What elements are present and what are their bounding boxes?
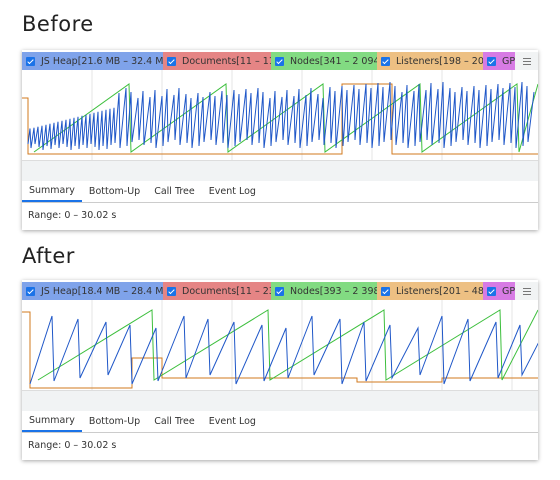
- js-heap-line: [29, 315, 538, 385]
- counter-legend: JS Heap[21.6 MB – 32.4 MB] Documents[11 –…: [22, 52, 538, 70]
- counter-chip[interactable]: Listeners[198 – 202]: [377, 52, 483, 70]
- menu-button[interactable]: [515, 282, 538, 300]
- tab[interactable]: Bottom-Up: [88, 416, 141, 427]
- tab[interactable]: Event Log: [208, 186, 256, 197]
- checkbox[interactable]: [26, 286, 35, 296]
- timeline-panel: JS Heap[21.6 MB – 32.4 MB] Documents[11 –…: [22, 50, 538, 230]
- counter-chip[interactable]: Listeners[201 – 482]: [377, 282, 483, 300]
- checkbox[interactable]: [26, 56, 35, 66]
- menu-bar: [522, 60, 531, 62]
- nodes-line: [33, 83, 538, 153]
- tab[interactable]: Call Tree: [154, 186, 195, 197]
- counter-label: Documents[11 – 11]: [182, 55, 271, 67]
- counter-label: JS Heap[21.6 MB – 32.4 MB]: [41, 55, 163, 67]
- checkbox[interactable]: [167, 56, 176, 66]
- listeners-line: [22, 83, 538, 155]
- js-heap-line: [27, 81, 535, 151]
- checkbox[interactable]: [381, 286, 390, 296]
- counter-label: Documents[11 – 23]: [182, 285, 271, 297]
- overview-band: [22, 390, 538, 411]
- counter-label: Nodes[393 – 2 398]: [290, 285, 377, 297]
- menu-bar: [522, 63, 531, 65]
- counter-chip[interactable]: GP: [483, 282, 515, 300]
- counter-label: Nodes[341 – 2 094]: [290, 55, 377, 67]
- detail-tabs: Summary Bottom-Up Call Tree Event Log: [22, 181, 538, 203]
- counter-label: Listeners[201 – 482]: [396, 285, 483, 297]
- counter-label: Listeners[198 – 202]: [396, 55, 483, 67]
- menu-bar: [522, 290, 531, 292]
- menu-bar: [522, 57, 531, 59]
- counter-label: JS Heap[18.4 MB – 28.4 MB]: [41, 285, 163, 297]
- counter-chip[interactable]: Documents[11 – 11]: [163, 52, 271, 70]
- counter-chip[interactable]: Nodes[393 – 2 398]: [271, 282, 377, 300]
- listeners-line: [22, 311, 538, 389]
- checkbox[interactable]: [167, 286, 176, 296]
- checkbox[interactable]: [275, 56, 284, 66]
- tab[interactable]: Summary: [22, 181, 82, 202]
- menu-bar: [522, 293, 531, 295]
- counter-graph: [22, 70, 538, 160]
- nodes-line: [37, 309, 538, 381]
- range-text: Range: 0 – 30.02 s: [28, 440, 117, 451]
- counter-label: GP: [502, 55, 515, 67]
- checkbox[interactable]: [381, 56, 390, 66]
- detail-tabs: Summary Bottom-Up Call Tree Event Log: [22, 411, 538, 433]
- menu-bar: [522, 287, 531, 289]
- counter-chip[interactable]: GP: [483, 52, 515, 70]
- counter-chip[interactable]: Nodes[341 – 2 094]: [271, 52, 377, 70]
- checkbox[interactable]: [487, 286, 496, 296]
- counter-chip[interactable]: JS Heap[18.4 MB – 28.4 MB]: [22, 282, 163, 300]
- tab[interactable]: Event Log: [208, 416, 256, 427]
- timeline-panel: JS Heap[18.4 MB – 28.4 MB] Documents[11 –…: [22, 280, 538, 460]
- overview-band: [22, 160, 538, 181]
- range-text: Range: 0 – 30.02 s: [28, 210, 117, 221]
- menu-button[interactable]: [515, 52, 538, 70]
- tab[interactable]: Summary: [22, 411, 82, 432]
- heading: After: [22, 244, 75, 268]
- counter-chip[interactable]: JS Heap[21.6 MB – 32.4 MB]: [22, 52, 163, 70]
- tab[interactable]: Call Tree: [154, 416, 195, 427]
- counter-legend: JS Heap[18.4 MB – 28.4 MB] Documents[11 –…: [22, 282, 538, 300]
- checkbox[interactable]: [487, 56, 496, 66]
- checkbox[interactable]: [275, 286, 284, 296]
- counter-label: GP: [502, 285, 515, 297]
- heading: Before: [22, 12, 94, 36]
- counter-chip[interactable]: Documents[11 – 23]: [163, 282, 271, 300]
- counter-graph: [22, 300, 538, 390]
- tab[interactable]: Bottom-Up: [88, 186, 141, 197]
